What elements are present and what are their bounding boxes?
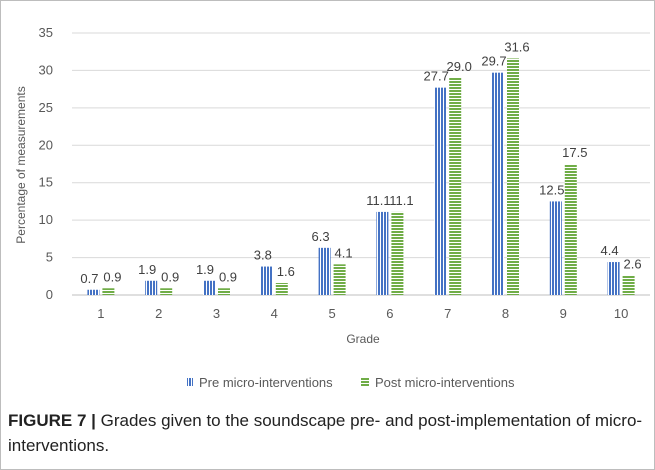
data-label: 17.5 [562, 145, 587, 160]
caption-label: FIGURE 7 | [8, 411, 96, 430]
x-tick-label: 8 [502, 306, 509, 321]
y-tick-label: 35 [39, 25, 53, 40]
data-labels: 0.7 0.9 1.9 0.9 1.9 0.9 3.8 1.6 6.3 4.1 11.111.1 27… [80, 39, 641, 285]
bar-post [391, 211, 404, 295]
bar-post [218, 288, 230, 295]
y-tick-label: 10 [39, 212, 53, 227]
data-label: 0.7 [80, 271, 98, 286]
y-tick-label: 25 [39, 100, 53, 115]
x-tick-label: 9 [560, 306, 567, 321]
x-axis-label: Grade [346, 332, 380, 346]
bar-pre [376, 211, 389, 295]
bar-post [449, 77, 462, 296]
bar-pre [549, 201, 562, 295]
bar-pre [318, 247, 331, 295]
x-tick-label: 2 [155, 306, 162, 321]
data-label: 11.1 [366, 193, 390, 208]
bar-pre [203, 280, 215, 295]
bar-post [333, 264, 346, 295]
bar-pre [260, 266, 273, 295]
bar-pre [145, 280, 158, 295]
data-label: 4.4 [601, 243, 619, 258]
bar-post [160, 288, 173, 295]
y-tick-label: 30 [39, 62, 53, 77]
data-label: 4.1 [335, 245, 353, 260]
bar-post [275, 283, 288, 295]
legend: Pre micro-interventions Post micro-interv… [187, 375, 515, 390]
bar-pre [87, 289, 100, 295]
x-tick-label: 10 [614, 306, 628, 321]
data-label: 31.6 [504, 39, 529, 54]
data-label: 0.9 [103, 269, 121, 284]
data-label: 0.9 [219, 269, 237, 284]
y-tick-label: 20 [39, 137, 53, 152]
data-label: 2.6 [624, 257, 642, 272]
bar-post [102, 288, 115, 295]
legend-swatch-post [361, 378, 369, 386]
x-tick-label: 4 [271, 306, 278, 321]
x-axis-ticks: 1 2 3 4 5 6 7 8 9 10 [97, 306, 628, 321]
bar-pre [492, 72, 504, 295]
data-label: 12.5 [539, 182, 564, 197]
caption-text: Grades given to the soundscape pre- and … [8, 411, 643, 455]
y-axis-label: Percentage of measurements [14, 86, 28, 243]
bar-pre [434, 87, 447, 295]
legend-label-pre: Pre micro-interventions [199, 375, 333, 390]
y-tick-label: 15 [39, 175, 53, 190]
x-tick-label: 3 [213, 306, 220, 321]
legend-label-post: Post micro-interventions [375, 375, 515, 390]
y-axis-ticks: 0 5 10 15 20 25 30 35 [39, 25, 53, 302]
data-label: 6.3 [312, 229, 330, 244]
legend-swatch-pre [187, 378, 193, 386]
y-tick-label: 0 [46, 287, 53, 302]
y-tick-label: 5 [46, 250, 53, 265]
bar-post [564, 164, 577, 295]
data-label: 29.7 [481, 54, 506, 69]
data-label: 1.6 [277, 264, 295, 279]
data-label: 29.0 [447, 59, 472, 74]
gridlines [72, 32, 650, 296]
figure-caption: FIGURE 7 | Grades given to the soundscap… [8, 408, 648, 458]
x-tick-label: 1 [97, 306, 104, 321]
bar-pre [607, 262, 620, 295]
data-label: 11.1 [389, 193, 413, 208]
data-label: 1.9 [196, 262, 214, 277]
bars [87, 58, 635, 296]
data-label: 1.9 [138, 262, 156, 277]
x-tick-label: 7 [444, 306, 451, 321]
x-tick-label: 5 [328, 306, 335, 321]
bar-post [507, 58, 519, 295]
data-label: 0.9 [161, 269, 179, 284]
x-tick-label: 6 [386, 306, 393, 321]
data-label: 3.8 [254, 248, 272, 263]
bar-post [622, 275, 635, 295]
data-label: 27.7 [424, 69, 449, 84]
